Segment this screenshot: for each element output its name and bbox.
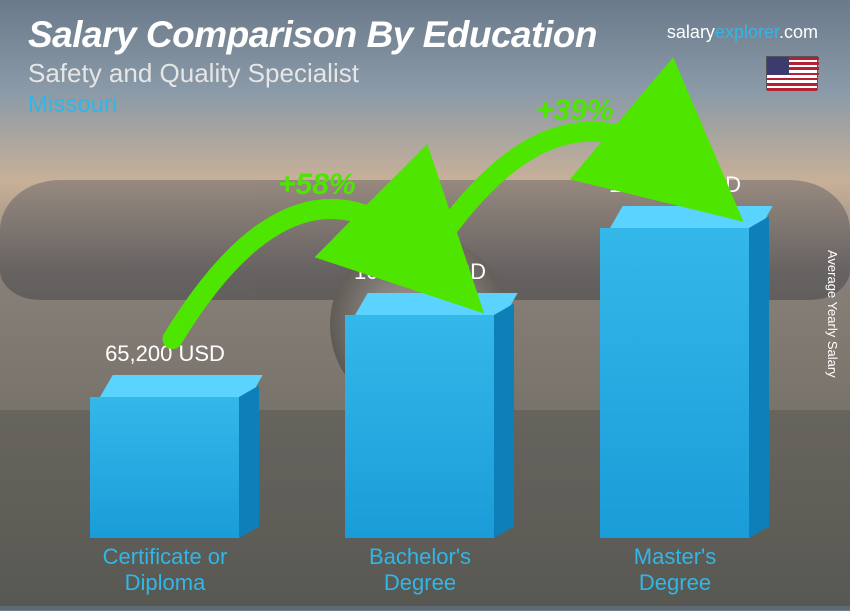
increase-arc-1: [0, 0, 850, 611]
salary-bar-chart: 65,200 USDCertificate orDiploma103,000 U…: [0, 0, 850, 606]
pct-increase-1: +39%: [536, 94, 614, 128]
